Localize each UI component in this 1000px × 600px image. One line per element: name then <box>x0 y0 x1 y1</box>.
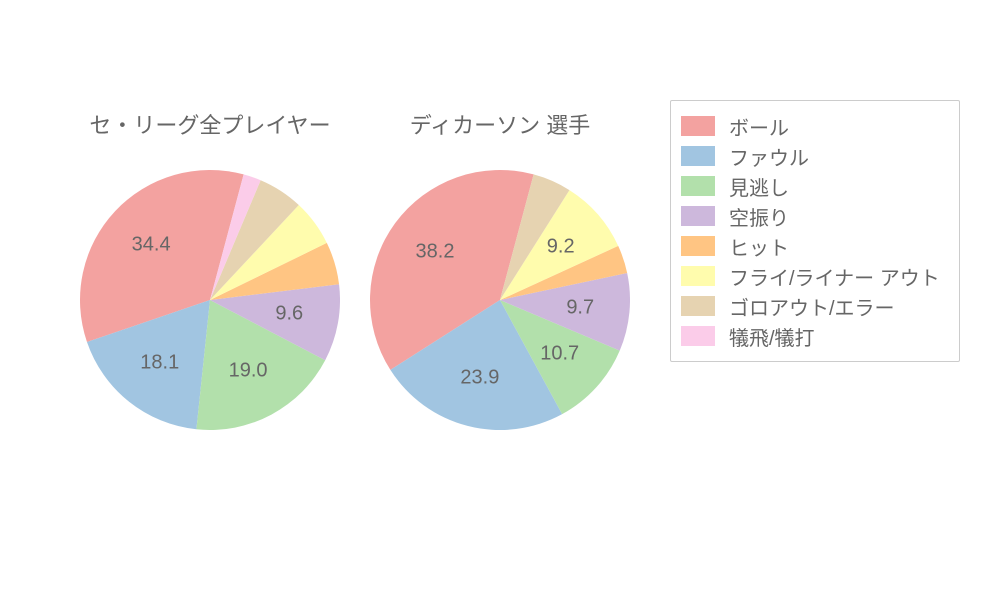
pie-title-player: ディカーソン 選手 <box>300 108 700 140</box>
legend-item-ground: ゴロアウト/エラー <box>681 291 949 321</box>
legend-item-look: 見逃し <box>681 171 949 201</box>
legend-label-foul: ファウル <box>729 142 949 171</box>
legend-label-sac: 犠飛/犠打 <box>729 322 949 351</box>
legend-swatch-swing <box>681 206 715 226</box>
legend-swatch-ground <box>681 296 715 316</box>
legend: ボールファウル見逃し空振りヒットフライ/ライナー アウトゴロアウト/エラー犠飛/… <box>670 100 960 362</box>
legend-label-swing: 空振り <box>729 202 949 231</box>
legend-item-ball: ボール <box>681 111 949 141</box>
legend-label-hit: ヒット <box>729 232 949 261</box>
legend-label-ball: ボール <box>729 112 949 141</box>
legend-swatch-hit <box>681 236 715 256</box>
legend-swatch-sac <box>681 326 715 346</box>
legend-item-swing: 空振り <box>681 201 949 231</box>
legend-swatch-flyliner <box>681 266 715 286</box>
legend-label-flyliner: フライ/ライナー アウト <box>729 262 949 291</box>
pie-league <box>80 170 340 430</box>
legend-item-sac: 犠飛/犠打 <box>681 321 949 351</box>
legend-item-flyliner: フライ/ライナー アウト <box>681 261 949 291</box>
chart-stage: セ・リーグ全プレイヤー34.418.119.09.6ディカーソン 選手38.22… <box>0 0 1000 600</box>
legend-label-ground: ゴロアウト/エラー <box>729 292 949 321</box>
legend-swatch-look <box>681 176 715 196</box>
legend-item-hit: ヒット <box>681 231 949 261</box>
legend-swatch-foul <box>681 146 715 166</box>
legend-swatch-ball <box>681 116 715 136</box>
legend-label-look: 見逃し <box>729 172 949 201</box>
legend-item-foul: ファウル <box>681 141 949 171</box>
pie-player <box>370 170 630 430</box>
